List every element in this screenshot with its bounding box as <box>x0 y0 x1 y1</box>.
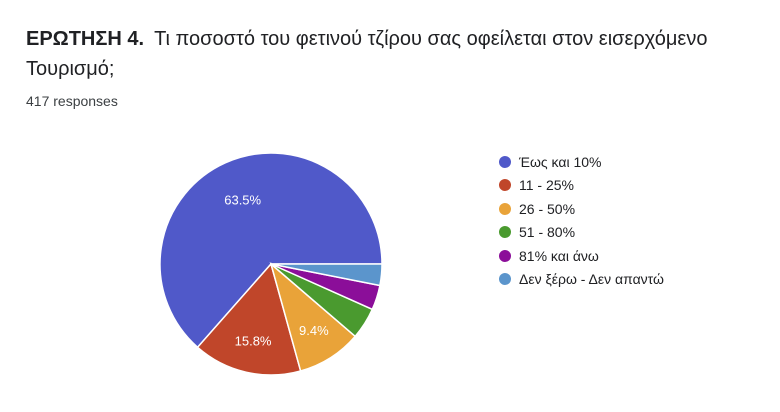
pie-slice-5[interactable] <box>270 263 383 287</box>
legend-label: 26 - 50% <box>519 200 576 217</box>
legend-item[interactable]: 81% και άνω <box>499 244 664 268</box>
legend-swatch <box>499 202 511 215</box>
legend-label: Δεν ξέρω - Δεν απαντώ <box>519 271 664 288</box>
legend-label: 11 - 25% <box>519 177 574 194</box>
question-title: ΕΡΩΤΗΣΗ 4. Τι ποσοστό του φετινού τζίρου … <box>26 24 726 84</box>
legend-item[interactable]: Δεν ξέρω - Δεν απαντώ <box>499 268 664 292</box>
legend-swatch <box>499 226 511 239</box>
slice-label-0: 63.5% <box>224 193 261 208</box>
legend-label: Έως και 10% <box>519 153 602 170</box>
legend-item[interactable]: Έως και 10% <box>499 150 664 174</box>
question-number: ΕΡΩΤΗΣΗ 4. <box>26 28 145 50</box>
legend-item[interactable]: 11 - 25% <box>499 174 664 198</box>
pie-slice-1[interactable] <box>196 262 302 376</box>
legend-item[interactable]: 26 - 50% <box>499 197 664 221</box>
legend-swatch <box>499 249 511 262</box>
legend-swatch <box>499 155 511 168</box>
slice-label-2: 9.4% <box>299 323 329 338</box>
legend-label: 51 - 80% <box>519 224 576 241</box>
legend-item[interactable]: 51 - 80% <box>499 221 664 245</box>
responses-count: 417 responses <box>26 93 118 109</box>
chart-legend: Έως και 10% 11 - 25% 26 - 50% 51 - 80% 81% κ… <box>499 150 664 291</box>
legend-label: 81% και άνω <box>519 247 599 264</box>
pie-slice-0[interactable] <box>159 152 383 349</box>
question-text: Τι ποσοστό του φετινού τζίρου σας οφείλε… <box>26 28 708 80</box>
slice-label-1: 15.8% <box>235 333 272 348</box>
legend-swatch <box>499 179 511 192</box>
legend-swatch <box>499 273 511 286</box>
